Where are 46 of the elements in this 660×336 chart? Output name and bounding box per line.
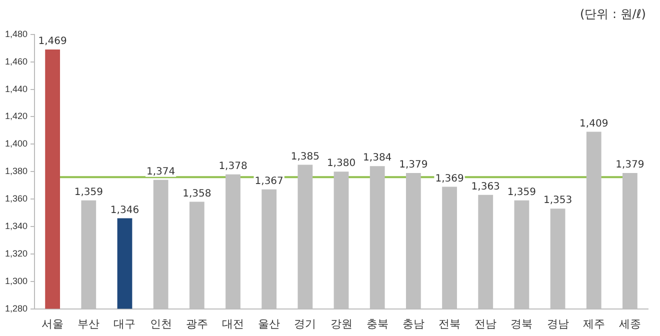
data-label: 1,385 — [290, 151, 320, 162]
data-label: 1,369 — [435, 173, 464, 184]
y-tick-label: 1,300 — [4, 276, 28, 286]
x-tick-label: 경기 — [294, 318, 316, 330]
data-label: 1,367 — [254, 176, 284, 188]
x-tick-label: 경남 — [546, 318, 569, 330]
x-tick-label: 대구 — [114, 318, 136, 330]
data-label: 1,359 — [74, 187, 103, 198]
x-tick-label: 강원 — [330, 318, 352, 330]
y-tick-label: 1,380 — [4, 166, 28, 176]
data-label: 1,359 — [507, 187, 536, 198]
y-tick-label: 1,280 — [4, 303, 28, 314]
y-tick-label: 1,460 — [4, 56, 28, 66]
x-tick-label: 충남 — [402, 318, 424, 330]
data-label: 1,469 — [38, 36, 67, 48]
x-tick-label: 경북 — [510, 318, 533, 330]
x-tick-label: 전남 — [474, 318, 497, 330]
data-label: 1,380 — [326, 158, 356, 170]
x-tick-label: 인천 — [150, 318, 172, 330]
data-label: 1,384 — [363, 152, 392, 164]
data-label: 1,379 — [616, 160, 644, 171]
x-tick-label: 전북 — [438, 318, 461, 330]
data-label: 1,363 — [471, 182, 500, 193]
data-label: 1,379 — [399, 160, 428, 171]
x-tick-label: 충북 — [366, 318, 388, 330]
data-label: 1,378 — [218, 160, 248, 172]
y-tick-label: 1,320 — [4, 248, 28, 258]
x-tick-label: 광주 — [186, 318, 208, 330]
text: (단위 : 원/ℓ) — [580, 6, 646, 23]
y-tick-label: 1,420 — [4, 111, 28, 122]
data-label: 1,346 — [110, 204, 140, 216]
x-tick-label: 울산 — [258, 318, 280, 330]
data-label: 1,358 — [182, 188, 212, 200]
x-tick-label: 세종 — [618, 318, 641, 330]
y-tick-label: 1,340 — [4, 220, 28, 231]
y-tick-label: 1,360 — [4, 194, 28, 204]
data-label: 1,374 — [146, 166, 176, 178]
x-tick-label: 부산 — [78, 318, 100, 330]
x-tick-label: 서울 — [42, 318, 64, 330]
y-tick-label: 1,480 — [4, 28, 28, 39]
data-label: 1,353 — [543, 195, 572, 206]
data-label: 1,409 — [580, 118, 608, 130]
x-tick-label: 대전 — [222, 318, 244, 330]
x-tick-label: 제주 — [582, 318, 605, 330]
y-tick-label: 1,440 — [4, 84, 28, 94]
y-tick-label: 1,400 — [4, 138, 28, 149]
